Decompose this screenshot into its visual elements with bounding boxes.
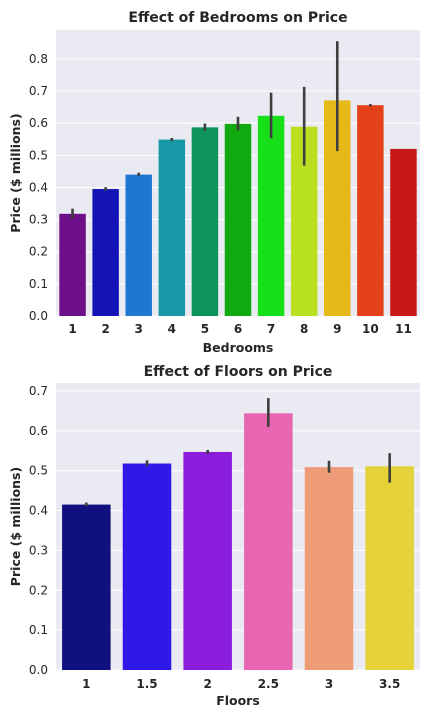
bar-7 (257, 115, 285, 316)
x-tick-label: 7 (267, 322, 275, 336)
y-tick-label: 0.5 (29, 464, 48, 478)
y-axis-label: Price ($ millions) (8, 113, 23, 232)
y-tick-label: 0.5 (29, 148, 48, 162)
chart-1: 0.0 0.1 0.2 0.3 0.4 0.5 0.6 0.7 0.8 1 2 3 4 5 6 7 8 9 10 11… (8, 10, 420, 355)
x-tick-label: 11 (395, 322, 412, 336)
x-tick-label: 2 (203, 677, 211, 691)
x-tick-label: 1 (82, 677, 90, 691)
bar-3.5 (365, 466, 414, 670)
y-tick-label: 0.3 (29, 213, 48, 227)
x-tick-label: 2.5 (258, 677, 279, 691)
y-tick-label: 0.2 (29, 583, 48, 597)
x-tick-label: 3.5 (379, 677, 400, 691)
bar-2 (92, 189, 119, 316)
bar-6 (224, 123, 252, 316)
bar-1.5 (122, 463, 172, 670)
bar-2 (183, 451, 232, 670)
x-axis-label: Floors (216, 693, 260, 708)
chart-title: Effect of Bedrooms on Price (128, 10, 347, 26)
y-tick-label: 0.6 (29, 116, 48, 130)
y-tick-label: 0.4 (29, 180, 48, 194)
y-tick-label: 0.1 (29, 623, 48, 637)
chart-2: 0.0 0.1 0.2 0.3 0.4 0.5 0.6 0.7 1 1.5 2 2.5 3 3.5 Effe… (8, 364, 420, 708)
x-tick-label: 10 (362, 322, 379, 336)
x-tick-label: 1.5 (136, 677, 157, 691)
bar-1 (59, 213, 86, 316)
x-tick-label: 5 (201, 322, 209, 336)
y-tick-label: 0.0 (29, 309, 48, 323)
bar-11 (390, 148, 417, 316)
y-tick-label: 0.1 (29, 277, 48, 291)
x-tick-label: 4 (168, 322, 176, 336)
x-tick-label: 1 (68, 322, 76, 336)
y-tick-label: 0.6 (29, 424, 48, 438)
x-tick-label: 3 (325, 677, 333, 691)
y-tick-label: 0.7 (29, 384, 48, 398)
bar-10 (357, 105, 384, 317)
x-tick-label: 9 (333, 322, 341, 336)
x-tick-label: 3 (135, 322, 143, 336)
x-tick-label: 8 (300, 322, 308, 336)
bar-2.5 (244, 413, 293, 670)
chart-title: Effect of Floors on Price (144, 364, 333, 380)
bar-3 (304, 467, 354, 670)
x-axis-label: Bedrooms (203, 340, 274, 355)
bar-4 (158, 139, 186, 316)
y-tick-label: 0.7 (29, 84, 48, 98)
y-tick-label: 0.3 (29, 543, 48, 557)
bar-1 (62, 504, 111, 670)
y-tick-label: 0.2 (29, 245, 48, 259)
y-tick-label: 0.8 (29, 52, 48, 66)
bar-5 (191, 127, 219, 317)
y-axis-label: Price ($ millions) (8, 467, 23, 586)
x-tick-label: 6 (234, 322, 242, 336)
y-tick-label: 0.0 (29, 663, 48, 677)
x-tick-label: 2 (101, 322, 109, 336)
y-tick-label: 0.4 (29, 504, 48, 518)
bar-3 (125, 174, 152, 316)
